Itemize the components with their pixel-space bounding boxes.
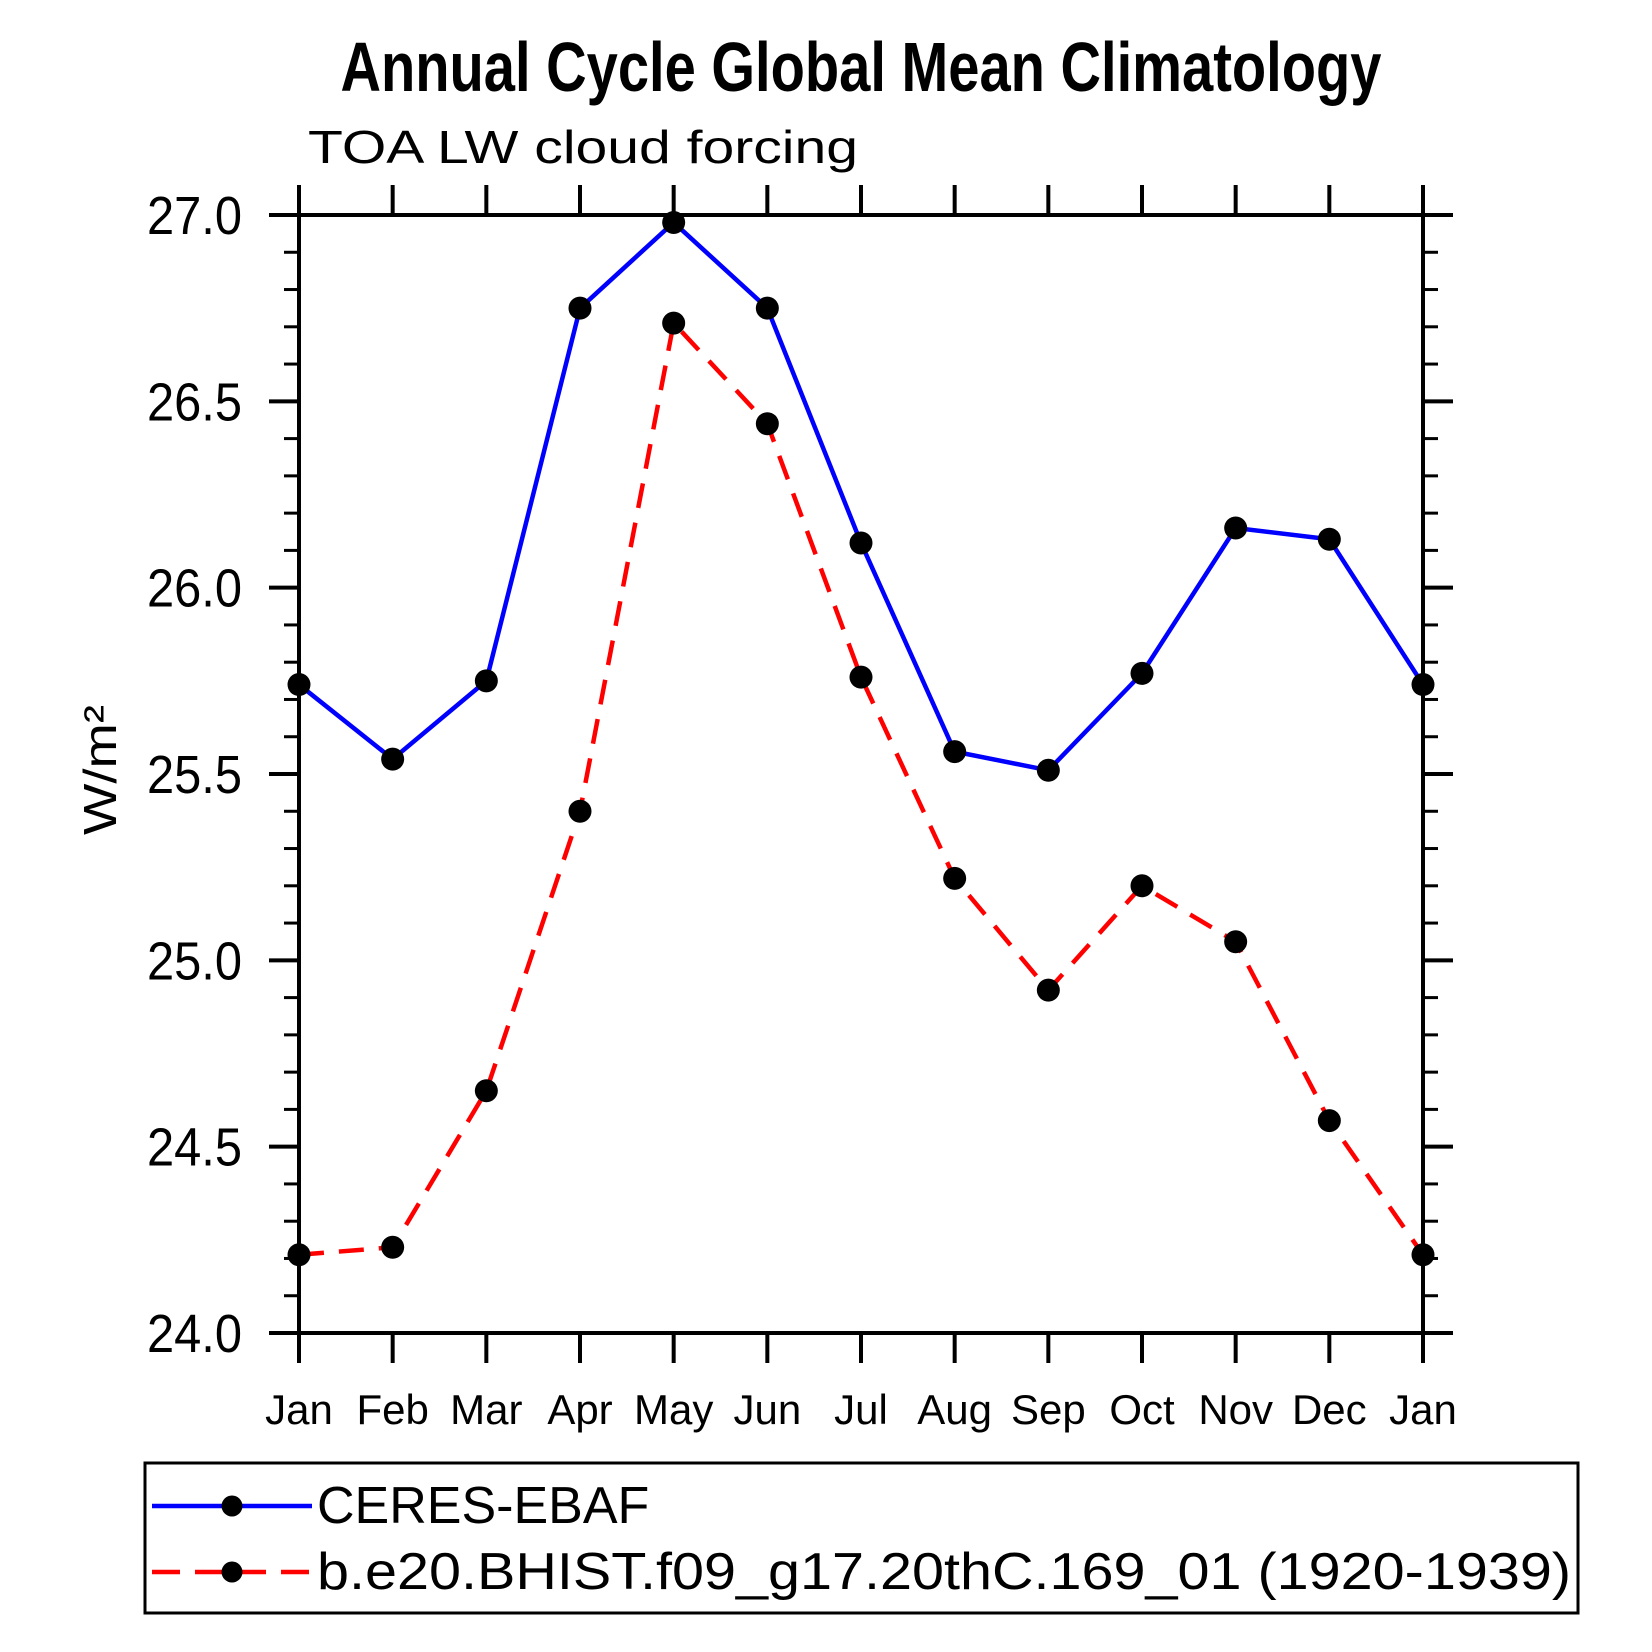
- x-tick-label: Oct: [1109, 1386, 1175, 1433]
- data-point-marker: [755, 412, 779, 436]
- chart-title: Annual Cycle Global Mean Climatology: [341, 28, 1382, 106]
- y-tick-label: 27.0: [147, 186, 242, 246]
- y-tick-label: 26.5: [147, 372, 242, 432]
- data-point-marker: [474, 1079, 498, 1103]
- data-point-marker: [381, 747, 405, 771]
- y-tick-label: 26.0: [147, 559, 242, 619]
- x-tick-label: Dec: [1292, 1386, 1367, 1433]
- legend-marker: [221, 1495, 243, 1517]
- legend-box: [143, 1461, 1580, 1615]
- data-point-marker: [1224, 930, 1248, 954]
- y-tick-label: 24.5: [147, 1118, 242, 1178]
- chart-generated-content: 27.0 26.5 26.0 25.5 25.0 24.5 24.0 Jan Feb Mar Apr…: [143, 185, 1580, 1615]
- x-tick-label: Feb: [356, 1386, 428, 1433]
- x-tick-label: Jan: [1389, 1386, 1457, 1433]
- data-point-marker: [849, 665, 873, 689]
- data-point-marker: [1036, 758, 1060, 782]
- data-point-marker: [1224, 516, 1248, 540]
- y-tick-label: 24.0: [147, 1304, 242, 1364]
- plot-frame: [297, 213, 1425, 1335]
- data-point-marker: [1411, 673, 1435, 697]
- data-point-marker: [568, 799, 592, 823]
- data-point-marker: [849, 531, 873, 555]
- x-tick-label: Jan: [265, 1386, 333, 1433]
- x-tick-label: Sep: [1011, 1386, 1086, 1433]
- data-point-marker: [943, 740, 967, 764]
- data-point-marker: [287, 1243, 311, 1267]
- x-tick-label: May: [634, 1386, 713, 1433]
- data-point-marker: [287, 673, 311, 697]
- data-point-marker: [662, 311, 686, 335]
- data-point-marker: [1130, 874, 1154, 898]
- data-point-marker: [1317, 527, 1341, 551]
- data-point-marker: [755, 296, 779, 320]
- data-point-marker: [943, 866, 967, 890]
- data-point-marker: [381, 1235, 405, 1259]
- data-point-marker: [1411, 1243, 1435, 1267]
- data-point-marker: [568, 296, 592, 320]
- legend-marker: [221, 1561, 243, 1583]
- x-tick-label: Apr: [547, 1386, 612, 1433]
- series-line-model: [298, 318, 1425, 1257]
- y-axis-label: W/m²: [74, 705, 126, 835]
- x-tick-label: Nov: [1198, 1386, 1273, 1433]
- legend-label: CERES-EBAF: [317, 1477, 649, 1535]
- y-tick-label: 25.5: [147, 745, 242, 805]
- data-point-marker: [662, 210, 686, 234]
- x-tick-label: Jul: [834, 1386, 888, 1433]
- chart-subtitle: TOA LW cloud forcing: [308, 121, 858, 173]
- legend-label: b.e20.BHIST.f09_g17.20thC.169_01 (1920-1…: [317, 1543, 1571, 1601]
- x-tick-label: Jun: [733, 1386, 801, 1433]
- y-tick-label: 25.0: [147, 931, 242, 991]
- data-point-marker: [1036, 978, 1060, 1002]
- data-point-marker: [1317, 1109, 1341, 1133]
- data-point-marker: [474, 669, 498, 693]
- x-tick-label: Mar: [450, 1386, 522, 1433]
- data-point-marker: [1130, 661, 1154, 685]
- x-tick-label: Aug: [917, 1386, 992, 1433]
